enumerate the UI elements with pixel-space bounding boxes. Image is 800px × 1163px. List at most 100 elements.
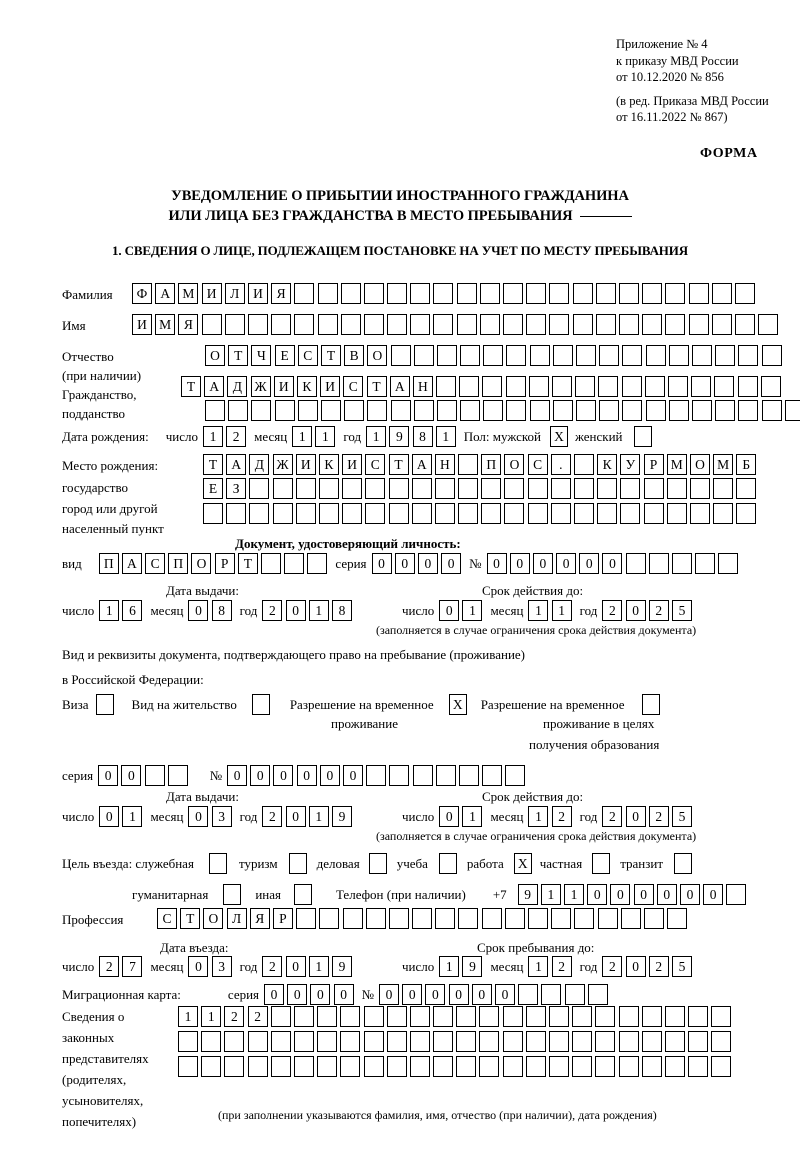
doc-number-cells-7[interactable] (648, 553, 669, 574)
citizenship-cells-18[interactable] (598, 376, 619, 397)
patronymic-cells-6[interactable]: В (344, 345, 365, 366)
entry-year-cells-1[interactable]: 0 (285, 956, 306, 977)
citizenship-cells-row2-0[interactable] (205, 400, 225, 421)
doc-number-cells-9[interactable] (695, 553, 716, 574)
patronymic-cells-17[interactable] (599, 345, 620, 366)
legal-rep-cells-row3-8[interactable] (363, 1056, 384, 1077)
purpose-tourism-checkbox[interactable] (288, 853, 307, 874)
legal-rep-cells-row1-3[interactable]: 2 (247, 1006, 268, 1027)
birth-place-cells-row2-21[interactable] (689, 478, 710, 499)
legal-rep-cells-row3-13[interactable] (479, 1056, 500, 1077)
citizenship-cells-2[interactable]: Д (227, 376, 248, 397)
patronymic-cells-15[interactable] (552, 345, 573, 366)
surname-cells-7[interactable] (294, 283, 315, 304)
birth-place-cells-row3-8[interactable] (388, 503, 409, 524)
citizenship-cells-13[interactable] (482, 376, 503, 397)
name-cells-23[interactable] (665, 314, 686, 335)
migration-number-cells-1[interactable]: 0 (402, 984, 423, 1005)
surname-cells-12[interactable] (410, 283, 431, 304)
legal-rep-cells-row1-13[interactable] (479, 1006, 500, 1027)
profession-cells-9[interactable] (365, 908, 386, 929)
citizenship-cells-11[interactable] (436, 376, 457, 397)
legal-rep-cells-row2-18[interactable] (595, 1031, 616, 1052)
surname-cells-8[interactable] (317, 283, 338, 304)
birth-year-cells-1[interactable]: 9 (389, 426, 410, 447)
legal-rep-cells-row1-0[interactable]: 1 (178, 1006, 198, 1027)
name-cells-14[interactable] (456, 314, 477, 335)
citizenship-cells-row2-11[interactable] (460, 400, 481, 421)
birth-place-cells-row2-2[interactable] (249, 478, 270, 499)
birth-place-cells-row1-12[interactable]: П (481, 454, 502, 475)
birth-place-cells-row2-15[interactable] (550, 478, 571, 499)
phone-cells-5[interactable]: 0 (633, 884, 654, 905)
permit-number-cells-10[interactable] (458, 765, 479, 786)
citizenship-cells-21[interactable] (667, 376, 688, 397)
patronymic-cells-2[interactable]: Ч (251, 345, 272, 366)
patronymic-cells-13[interactable] (506, 345, 527, 366)
name-cells-3[interactable] (201, 314, 222, 335)
citizenship-cells-6[interactable]: И (320, 376, 341, 397)
legal-rep-cells-row1-6[interactable] (317, 1006, 338, 1027)
residence-permit-checkbox[interactable] (251, 694, 270, 715)
purpose-humanitarian-checkbox[interactable] (223, 884, 242, 905)
birth-place-cells-row2-5[interactable] (318, 478, 339, 499)
birth-place-cells-row1-11[interactable] (458, 454, 479, 475)
surname-cells-3[interactable]: И (201, 283, 222, 304)
surname-cells-14[interactable] (456, 283, 477, 304)
surname-cells-6[interactable]: Я (271, 283, 292, 304)
citizenship-cells-row2-8[interactable] (390, 400, 411, 421)
patronymic-cells-20[interactable] (668, 345, 689, 366)
birth-place-cells-row1-6[interactable]: И (342, 454, 363, 475)
doc-kind-cells-6[interactable]: Т (237, 553, 258, 574)
birth-place-cells-row3-0[interactable] (203, 503, 223, 524)
legal-rep-cells-row3-14[interactable] (502, 1056, 523, 1077)
legal-rep-cells-row3-22[interactable] (688, 1056, 709, 1077)
birth-place-cells-row1-2[interactable]: Д (249, 454, 270, 475)
patronymic-cells-12[interactable] (483, 345, 504, 366)
permit-number-cells-0[interactable]: 0 (227, 765, 248, 786)
birth-place-cells-row2-17[interactable] (597, 478, 618, 499)
permit-issue-month-cells-1[interactable]: 3 (211, 806, 232, 827)
birth-place-cells-row3-10[interactable] (434, 503, 455, 524)
citizenship-cells-row2-12[interactable] (483, 400, 504, 421)
name-cells-5[interactable] (247, 314, 268, 335)
surname-cells-18[interactable] (549, 283, 570, 304)
name-cells-19[interactable] (572, 314, 593, 335)
profession-cells-10[interactable] (388, 908, 409, 929)
legal-rep-cells-row1-18[interactable] (595, 1006, 616, 1027)
doc-number-cells-4[interactable]: 0 (579, 553, 600, 574)
name-cells-7[interactable] (294, 314, 315, 335)
birth-place-cells-row2-10[interactable] (434, 478, 455, 499)
citizenship-cells-20[interactable] (644, 376, 665, 397)
citizenship-cells-4[interactable]: И (273, 376, 294, 397)
birth-place-cells-row1-16[interactable] (574, 454, 594, 475)
legal-rep-cells-row1-12[interactable] (456, 1006, 477, 1027)
profession-cells-17[interactable] (551, 908, 572, 929)
birth-place-cells-row2-12[interactable] (481, 478, 502, 499)
permit-valid-year-cells-3[interactable]: 5 (671, 806, 692, 827)
purpose-service-checkbox[interactable] (208, 853, 227, 874)
doc-number-cells-3[interactable]: 0 (556, 553, 577, 574)
citizenship-cells-7[interactable]: С (343, 376, 364, 397)
entry-day-cells-1[interactable]: 7 (122, 956, 143, 977)
legal-rep-cells-row2-16[interactable] (549, 1031, 569, 1052)
name-cells-11[interactable] (387, 314, 408, 335)
legal-rep-cells-row3-9[interactable] (386, 1056, 407, 1077)
stay-year-cells-1[interactable]: 0 (625, 956, 646, 977)
citizenship-cells-8[interactable]: Т (366, 376, 387, 397)
name-cells-18[interactable] (549, 314, 570, 335)
legal-rep-cells-row1-9[interactable] (386, 1006, 407, 1027)
permit-series-cells-0[interactable]: 0 (98, 765, 119, 786)
birth-place-cells-row3-23[interactable] (736, 503, 757, 524)
legal-rep-cells-row3-18[interactable] (595, 1056, 616, 1077)
